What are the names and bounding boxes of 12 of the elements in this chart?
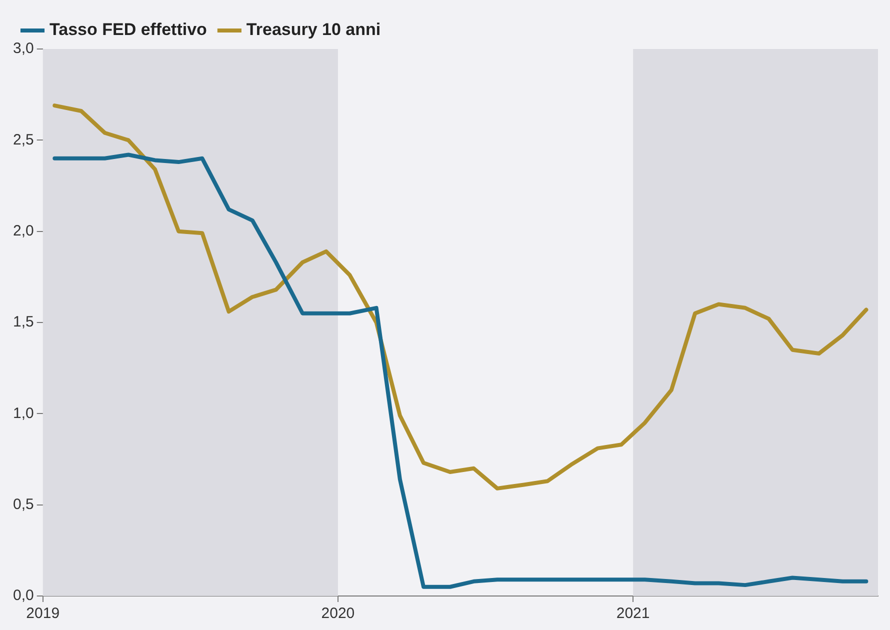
y-tick-label: 0,5 [12,496,34,513]
y-tick-label: 3,0 [12,40,34,58]
x-tick-label: 2021 [616,605,650,622]
legend-label: Tasso FED effettivo [50,20,207,40]
x-tick-label: 2019 [26,605,60,622]
y-tick-label: 2,0 [12,222,34,240]
x-tick-label: 2020 [321,605,355,622]
y-tick-label: 0,0 [12,587,34,604]
y-tick-label: 1,0 [12,404,34,422]
legend-label: Treasury 10 anni [246,20,381,40]
y-tick-label: 2,5 [12,131,34,148]
y-tick-label: 1,5 [12,314,34,331]
